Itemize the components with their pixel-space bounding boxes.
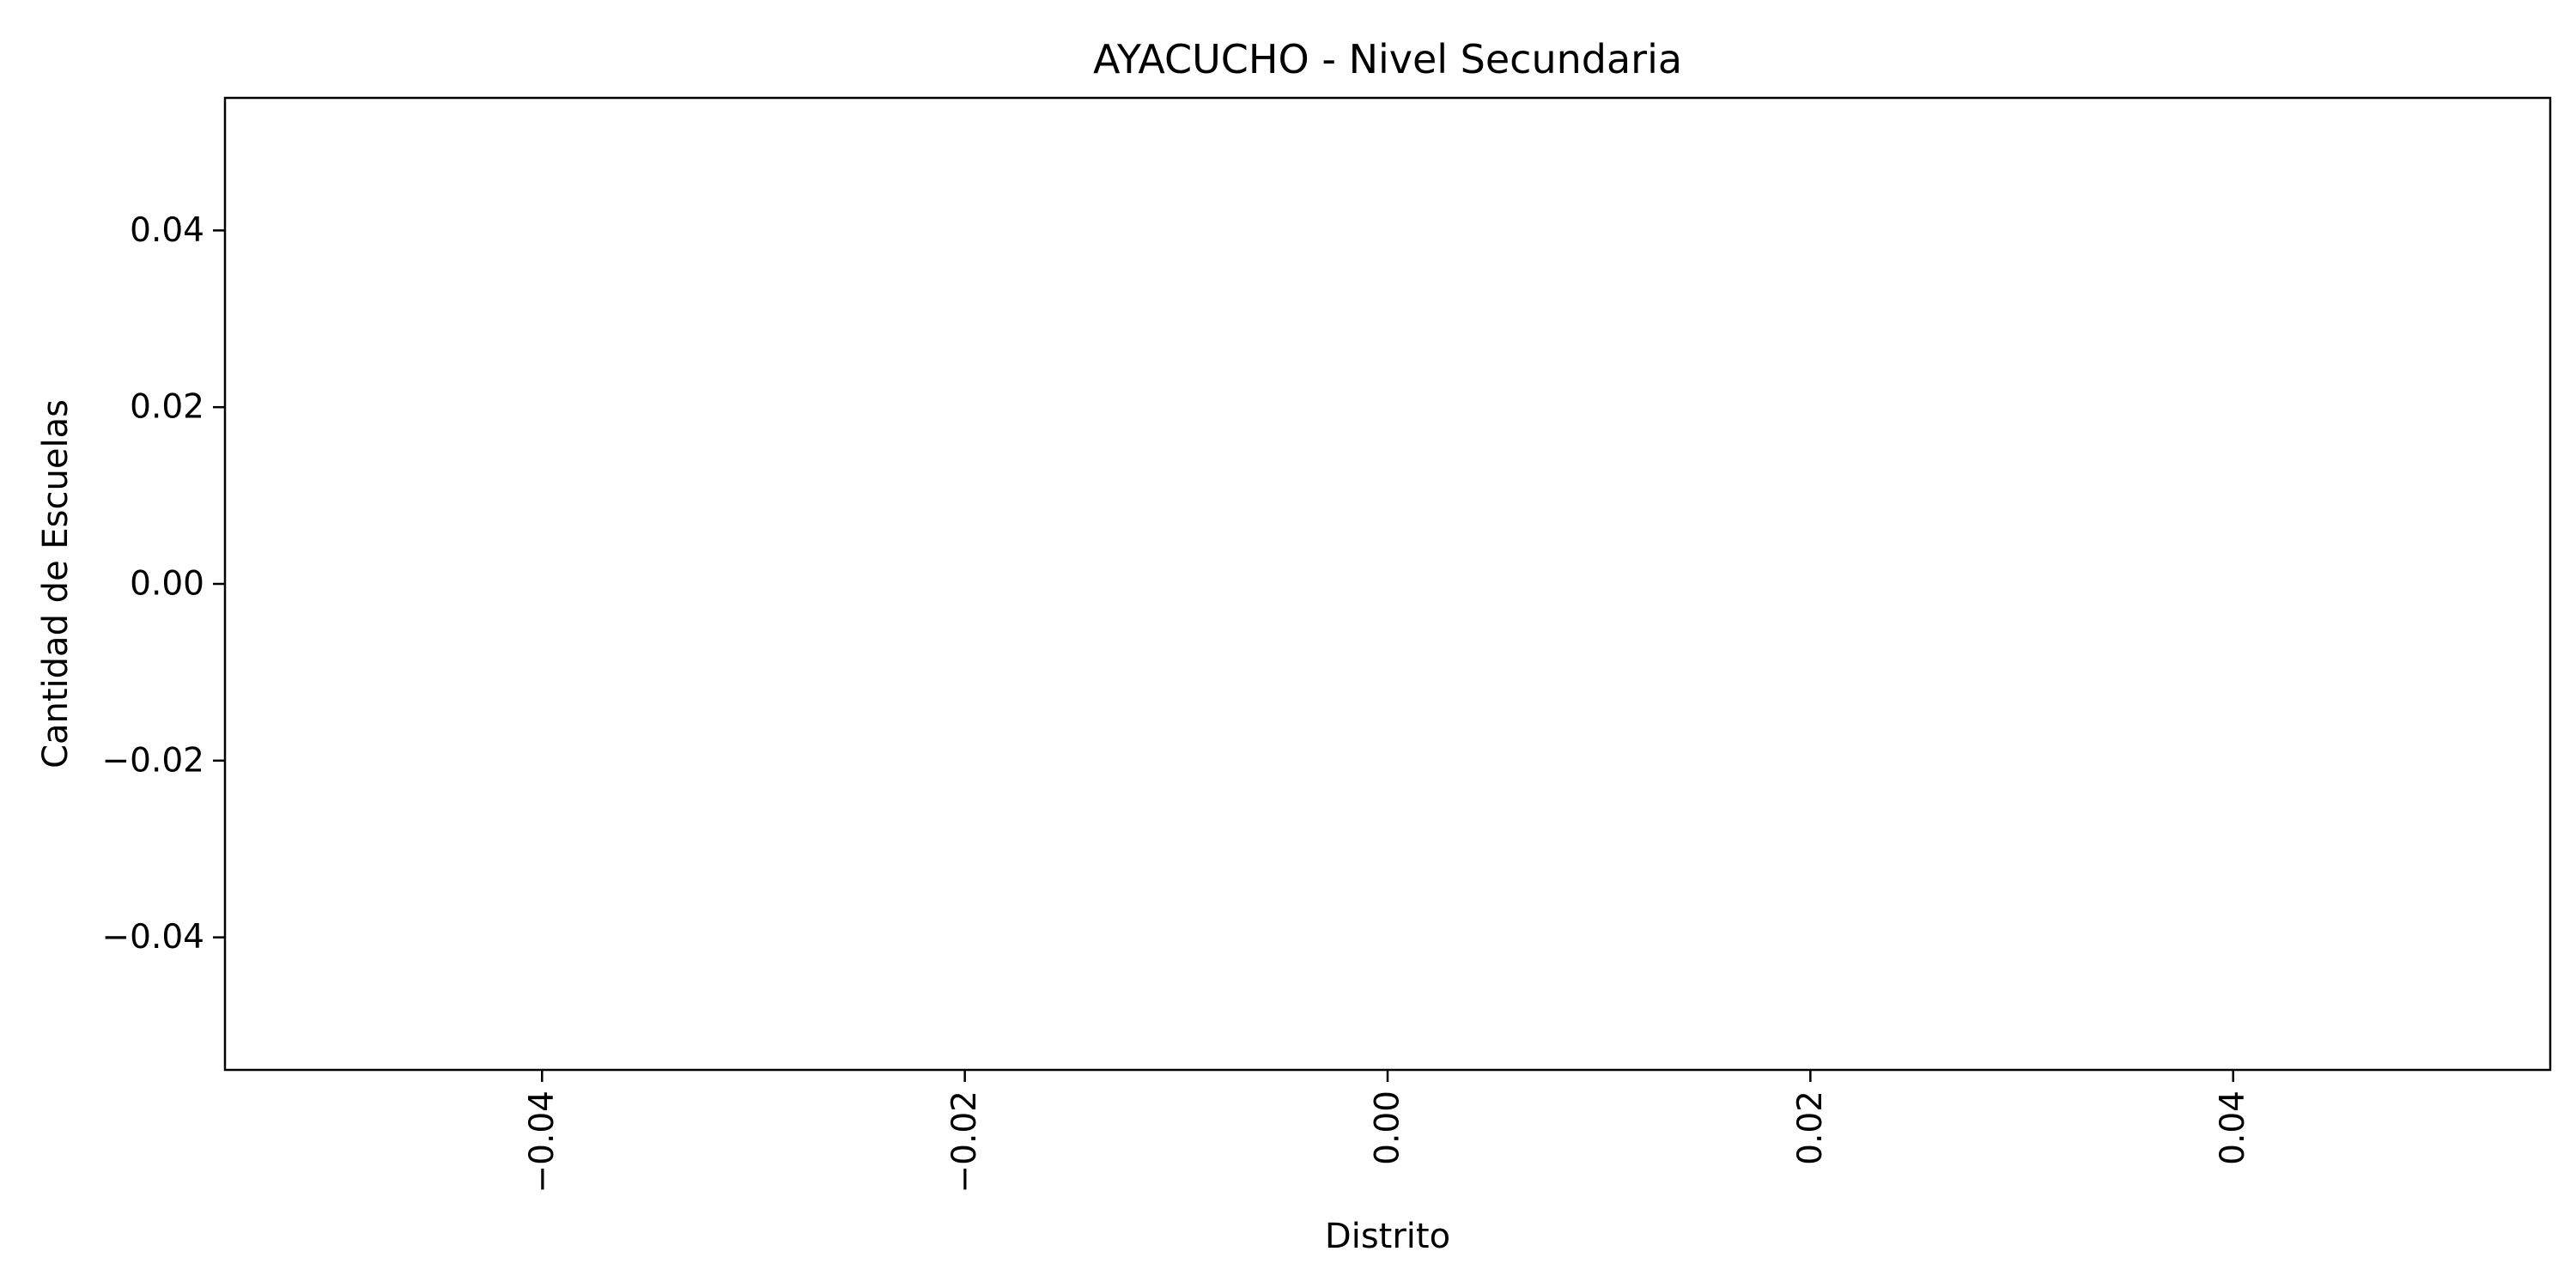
plot-area xyxy=(225,98,2550,1070)
y-tick-label: 0.04 xyxy=(130,211,204,250)
y-tick-label: 0.02 xyxy=(130,388,204,427)
x-axis-ticks: −0.04 −0.02 0.00 0.02 0.04 xyxy=(523,1070,2252,1194)
y-tick-label: −0.04 xyxy=(101,918,204,957)
y-axis-label: Cantidad de Escuelas xyxy=(36,399,76,769)
y-axis-ticks: 0.04 0.02 0.00 −0.02 −0.04 xyxy=(101,211,225,957)
y-tick-label: −0.02 xyxy=(101,741,204,780)
x-tick-label: −0.04 xyxy=(523,1091,562,1194)
x-tick-label: 0.00 xyxy=(1369,1091,1407,1165)
x-tick-label: 0.02 xyxy=(1791,1091,1830,1165)
chart-title: AYACUCHO - Nivel Secundaria xyxy=(1093,36,1682,82)
x-axis-label: Distrito xyxy=(1325,1217,1450,1256)
x-tick-label: −0.02 xyxy=(945,1091,984,1194)
x-tick-label: 0.04 xyxy=(2214,1091,2252,1165)
y-tick-label: 0.00 xyxy=(130,565,204,604)
axes-frame xyxy=(223,96,2552,1072)
